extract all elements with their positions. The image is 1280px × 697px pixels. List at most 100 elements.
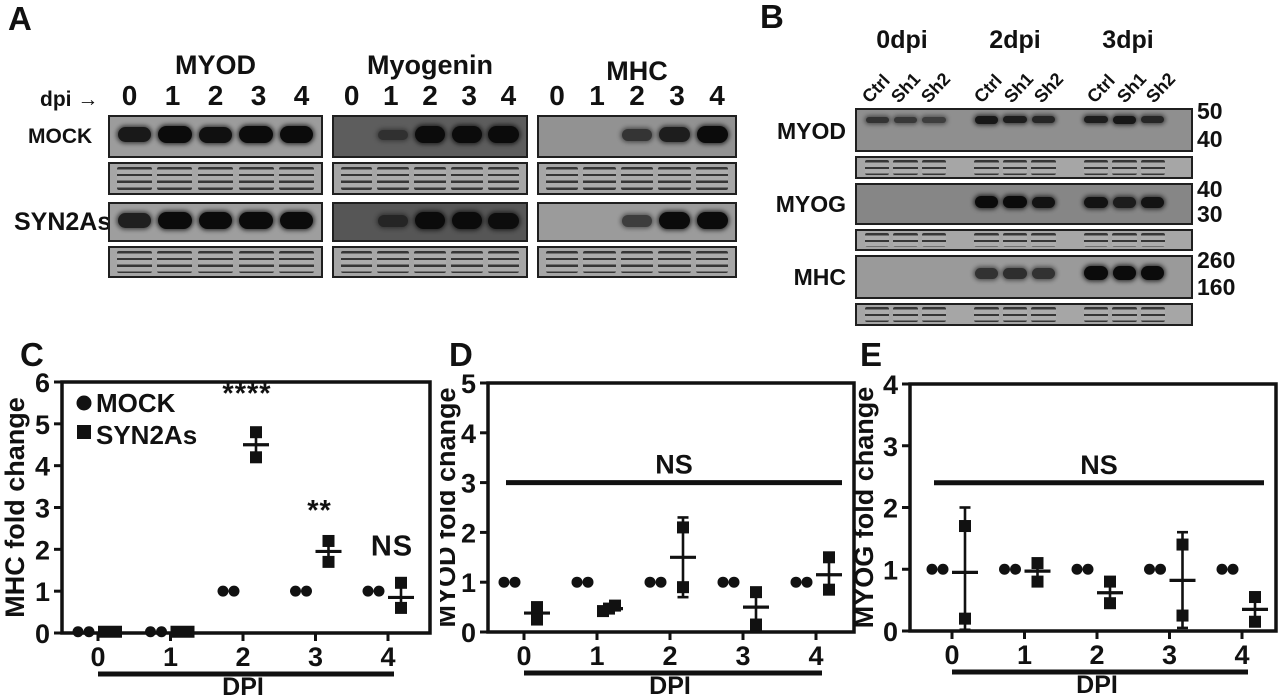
- panel-e-label: E: [860, 336, 883, 373]
- blot-lane: [195, 117, 236, 156]
- blot-band: [117, 127, 151, 143]
- blot-lane-group: [972, 185, 1081, 223]
- loading-stripes: [1112, 232, 1137, 248]
- loading-lane-group: [863, 305, 972, 324]
- panel-a-loading-mock-mhc: [537, 162, 737, 195]
- loading-lane: [1082, 305, 1110, 324]
- blot-lane: [920, 110, 948, 150]
- legend-label-syn2as: SYN2As: [96, 420, 197, 450]
- data-point-syn2as: [395, 601, 407, 614]
- blot-lane: [114, 117, 155, 156]
- loading-lane: [375, 164, 412, 193]
- loading-stripes: [696, 250, 729, 274]
- loading-lane: [155, 248, 196, 276]
- loading-lane: [1110, 158, 1138, 177]
- loading-stripes: [921, 232, 947, 248]
- loading-stripes: [279, 250, 315, 274]
- blot-lane: [338, 204, 375, 240]
- blot-band: [696, 126, 728, 144]
- loading-stripes: [1002, 232, 1028, 248]
- chart-svg-c: 0 1 2 3 4 5 6 0 1 2 3 4 DPI MHC fold change MOCKSYN2As…: [0, 368, 432, 697]
- blot-band: [414, 212, 446, 230]
- data-point-syn2as: [1176, 609, 1189, 622]
- lane-number: 0: [121, 80, 138, 111]
- lane-number: 1: [589, 80, 605, 111]
- loading-stripes: [545, 250, 578, 274]
- blot-lane: [543, 117, 581, 156]
- blot-lane: [656, 204, 694, 240]
- y-tick-label: 0: [883, 617, 898, 647]
- loading-stripes: [583, 166, 616, 191]
- loading-lane: [375, 248, 412, 276]
- legend-circle-marker: [76, 395, 92, 411]
- data-point-mock: [156, 626, 167, 638]
- loading-stripes: [1031, 159, 1056, 176]
- loading-lane: [1001, 305, 1029, 324]
- blot-band: [1112, 196, 1136, 208]
- blot-lane: [972, 185, 1000, 223]
- blot-lane: [1029, 257, 1057, 297]
- data-point-mock: [1216, 563, 1228, 575]
- data-point-syn2as: [531, 613, 543, 626]
- loading-lane: [891, 158, 919, 177]
- blot-lane: [195, 204, 236, 240]
- data-point-mock: [509, 576, 521, 588]
- data-point-mock: [717, 576, 729, 588]
- panel-b-mw-marker: 160: [1197, 274, 1236, 300]
- loading-lane: [972, 305, 1000, 324]
- panel-b-lane-label: Sh2: [917, 68, 955, 107]
- panel-a-row-label-mock: MOCK: [28, 125, 93, 148]
- panel-b-mw-marker: 40: [1197, 126, 1223, 152]
- blot-lane: [375, 117, 412, 156]
- blot-band: [451, 126, 482, 144]
- blot-lane: [1110, 257, 1138, 297]
- lane-number: 3: [669, 80, 685, 111]
- lane-number: 4: [293, 80, 310, 111]
- blot-lane: [485, 117, 522, 156]
- blot-lane-group: [863, 110, 972, 150]
- data-point-mock: [72, 626, 84, 638]
- lane-number: 4: [500, 80, 517, 111]
- blot-lane: [1139, 257, 1167, 297]
- panel-b-mw-marker: 50: [1197, 98, 1223, 124]
- loading-lane: [1110, 305, 1138, 324]
- loading-stripes: [921, 159, 947, 176]
- blot-band: [378, 214, 409, 227]
- blot-band: [974, 196, 999, 209]
- panel-a-blot-syn2as-myogenin: [332, 202, 528, 242]
- blot-lane: [581, 117, 619, 156]
- data-point-mock: [1227, 563, 1239, 575]
- blot-lane-group: [972, 110, 1081, 150]
- blot-band: [974, 267, 999, 279]
- loading-stripes: [238, 250, 274, 274]
- data-point-mock: [145, 626, 156, 638]
- y-tick-label: 6: [35, 368, 50, 398]
- panel-b-header-3dpi: 3dpi: [1102, 26, 1154, 54]
- blot-band: [1141, 266, 1165, 280]
- loading-lane: [543, 248, 581, 276]
- data-point-syn2as: [823, 551, 835, 564]
- data-point-mock: [1144, 563, 1155, 575]
- panel-b-header-2dpi: 2dpi: [989, 26, 1041, 54]
- loading-lane: [1001, 158, 1029, 177]
- data-point-mock: [790, 576, 802, 588]
- panel-a-blot-mock-myogenin: [332, 115, 528, 158]
- data-point-mock: [228, 585, 240, 597]
- y-tick-label: 3: [461, 469, 476, 499]
- loading-lane: [338, 248, 375, 276]
- blot-lane: [863, 185, 891, 223]
- loading-lane: [920, 305, 948, 324]
- loading-stripes: [377, 166, 409, 191]
- loading-stripes: [1083, 159, 1109, 176]
- panel-b-lane-label: Ctrl: [858, 70, 894, 107]
- loading-stripes: [414, 250, 446, 274]
- data-point-syn2as: [1031, 575, 1044, 588]
- blot-lane: [276, 204, 317, 240]
- loading-lane-group: [863, 158, 972, 177]
- x-tick-label: 3: [735, 641, 750, 671]
- data-point-mock: [571, 576, 583, 588]
- blot-lane: [236, 117, 277, 156]
- significance-label: NS: [371, 531, 413, 563]
- y-tick-label: 1: [461, 568, 476, 598]
- data-point-syn2as: [110, 625, 122, 638]
